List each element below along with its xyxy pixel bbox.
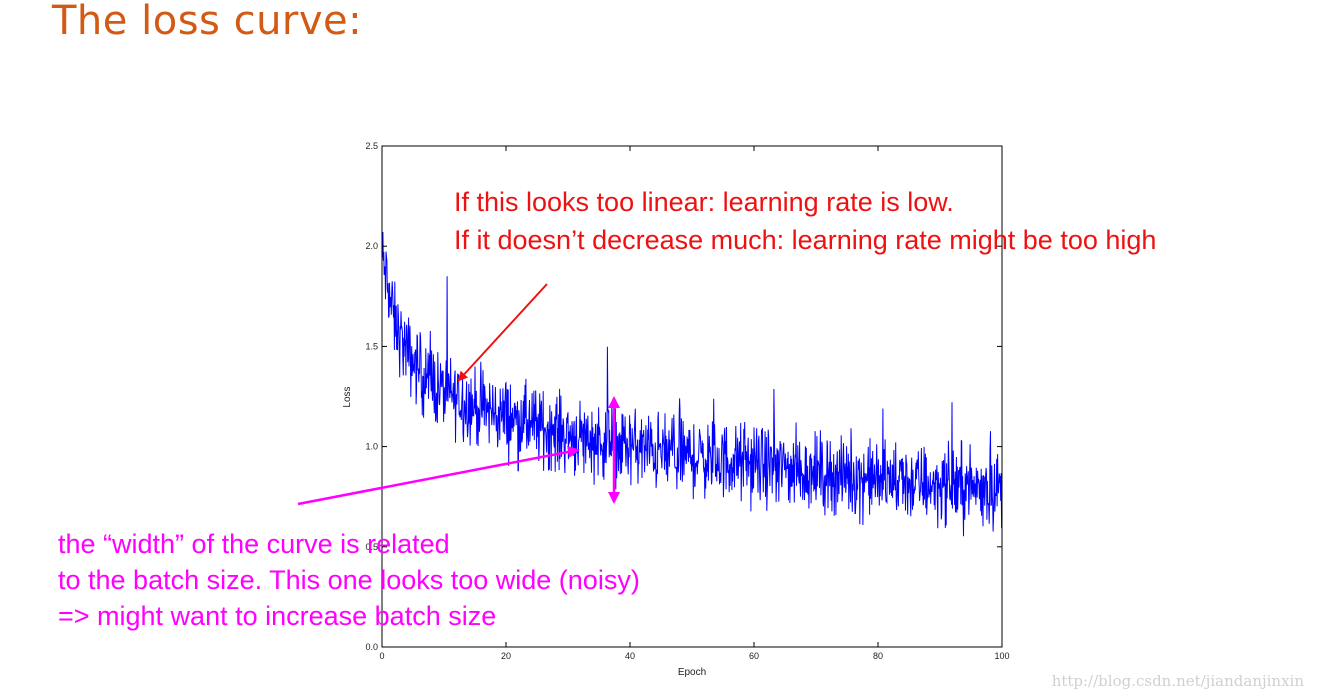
y-tick-label: 2.0 [365,241,378,251]
pink-arrow [297,446,580,506]
plot-frame [381,145,1003,648]
x-tick-label: 100 [994,651,1009,661]
pink-annotation-line-2: to the batch size. This one looks too wi… [58,565,640,595]
axis-ticks: 0 20 40 60 80 100 0.0 0.5 1.0 1.5 2.0 2.5 [365,141,1009,661]
x-tick-label: 60 [749,651,759,661]
y-tick-label: 0.0 [365,642,378,652]
x-tick-label: 40 [625,651,635,661]
x-axis-title: Epoch [678,667,706,678]
loss-line [381,231,1003,537]
red-annotation: If this looks too linear: learning rate … [454,183,1156,259]
x-tick-label: 80 [873,651,883,661]
pink-annotation: the “width” of the curve is related to t… [58,526,640,634]
pink-annotation-line-3: => might want to increase batch size [58,601,497,631]
slide-title: The loss curve: [52,0,363,44]
red-annotation-line-1: If this looks too linear: learning rate … [454,187,954,217]
watermark: http://blog.csdn.net/jiandanjinxin [1051,672,1304,690]
red-annotation-line-2: If it doesn’t decrease much: learning ra… [454,225,1157,255]
y-tick-label: 1.0 [365,442,378,452]
loss-series [381,231,1003,537]
x-tick-label: 20 [501,651,511,661]
y-tick-label: 0.5 [365,542,378,552]
y-axis-title: Loss [342,386,353,407]
red-arrow [457,283,548,382]
pink-annotation-line-1: the “width” of the curve is related [58,529,450,559]
y-tick-label: 1.5 [365,341,378,351]
x-tick-label: 0 [379,651,384,661]
y-tick-label: 2.5 [365,141,378,151]
